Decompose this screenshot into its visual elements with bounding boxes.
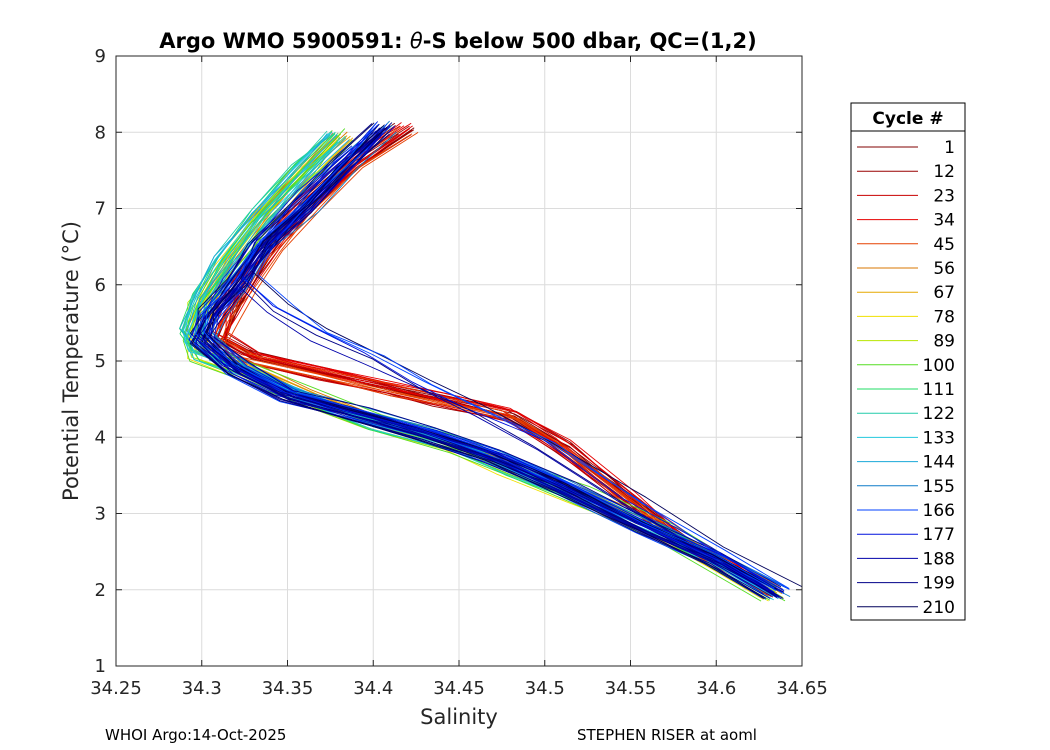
cycle-profile: [205, 122, 782, 588]
cycle-profile: [239, 145, 773, 587]
legend-label: 133: [923, 428, 955, 448]
legend-label: 144: [923, 453, 955, 473]
legend-label: 67: [933, 283, 955, 303]
cycle-profile: [223, 125, 775, 590]
y-tick-label: 4: [95, 427, 106, 448]
legend-label: 111: [923, 380, 955, 400]
legend-label: 89: [933, 332, 955, 352]
cycle-profile: [235, 151, 780, 598]
x-tick-label: 34.5: [525, 678, 565, 699]
legend-label: 1: [944, 138, 955, 158]
legend-label: 100: [923, 356, 955, 376]
legend-label: 23: [933, 186, 955, 206]
y-axis-label: Potential Temperature (°C): [59, 221, 83, 501]
x-tick-label: 34.25: [90, 678, 142, 699]
legend-items: 1 12 23 34 45 56 67 78 89 100 111 122 133 144 155 166 17…: [857, 138, 955, 618]
cycle-profile: [227, 132, 776, 595]
y-tick-label: 2: [95, 580, 106, 601]
legend-label: 188: [923, 549, 955, 569]
x-tick-label: 34.55: [605, 678, 657, 699]
y-tick-labels: 1 2 3 4 5 6 7 8 9: [95, 46, 106, 677]
cycle-profile: [198, 127, 775, 594]
legend-label: 210: [923, 598, 955, 618]
legend-label: 199: [923, 574, 955, 594]
legend-label: 34: [933, 211, 955, 231]
y-tick-label: 8: [95, 122, 106, 143]
chart-title: Argo WMO 5900591: θ-S below 500 dbar, QC…: [159, 29, 756, 53]
cycle-profile: [209, 125, 783, 593]
x-tick-label: 34.3: [182, 678, 222, 699]
x-tick-label: 34.65: [776, 678, 828, 699]
y-tick-label: 9: [95, 46, 106, 67]
footer-right: STEPHEN RISER at aoml: [577, 726, 757, 744]
legend-label: 177: [923, 525, 955, 545]
legend-label: 122: [923, 404, 955, 424]
cycle-profile: [204, 133, 784, 599]
y-tick-label: 7: [95, 199, 106, 220]
legend: Cycle # 1 12 23 34 45 56 67 78 89 100 111 122 133 144…: [850, 102, 966, 621]
cycle-profile: [203, 122, 775, 589]
x-tick-labels: 34.25 34.3 34.35 34.4 34.45 34.5 34.55 34.6 34.6…: [90, 678, 828, 699]
x-tick-label: 34.35: [262, 678, 314, 699]
legend-label: 45: [933, 235, 955, 255]
y-tick-label: 1: [95, 656, 106, 677]
x-axis-label: Salinity: [420, 705, 498, 729]
x-tick-label: 34.4: [353, 678, 393, 699]
cycle-profile: [240, 149, 774, 594]
tick-marks: [115, 55, 803, 667]
y-tick-label: 6: [95, 275, 106, 296]
legend-label: 12: [933, 162, 955, 182]
footer-left: WHOI Argo:14-Oct-2025: [105, 726, 286, 744]
legend-label: 155: [923, 477, 955, 497]
x-tick-label: 34.6: [696, 678, 736, 699]
y-tick-label: 3: [95, 504, 106, 525]
legend-title: Cycle #: [872, 109, 943, 129]
legend-label: 56: [933, 259, 955, 279]
plot-lines: [179, 120, 803, 602]
cycle-profile: [203, 134, 778, 599]
x-tick-label: 34.45: [433, 678, 485, 699]
cycle-profile: [191, 124, 769, 591]
legend-label: 166: [923, 501, 955, 521]
legend-label: 78: [933, 307, 955, 327]
cycle-profile: [257, 144, 790, 589]
cycle-profile: [219, 136, 774, 598]
y-tick-label: 5: [95, 351, 106, 372]
